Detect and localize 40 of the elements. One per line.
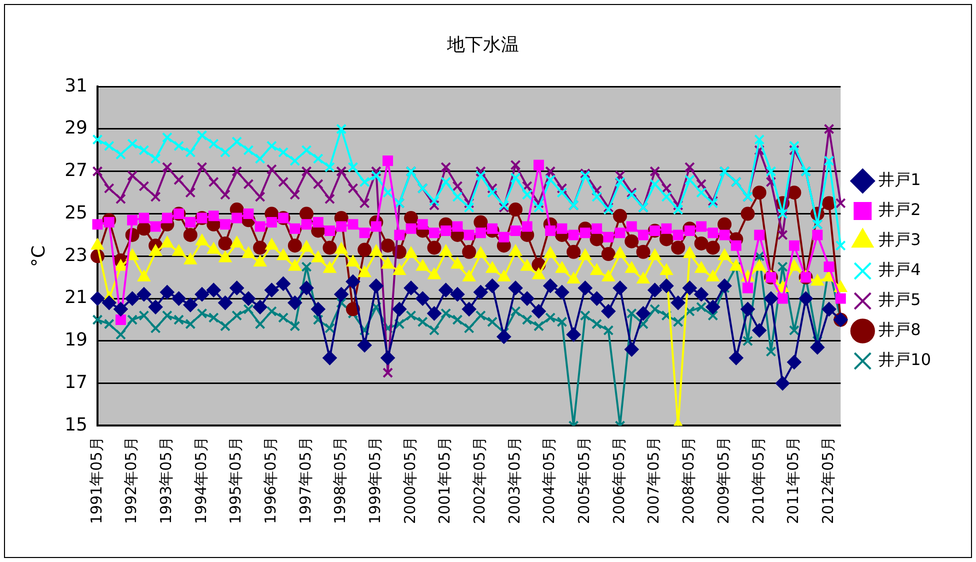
- x-tick-label: 1991年05月: [87, 436, 106, 524]
- x-tick-label: 2001年05月: [436, 436, 454, 524]
- chart-title: 地下水温: [446, 34, 519, 56]
- x-tick-label: 2005年05月: [575, 436, 594, 524]
- x-tick-label: 1996年05月: [262, 436, 280, 524]
- x-tick-label: 2009年05月: [714, 436, 732, 524]
- x-tick-label: 2003年05月: [505, 436, 524, 524]
- y-tick-label: 29: [64, 118, 88, 139]
- legend-label: 井戸8: [878, 320, 921, 340]
- x-tick-label: 2008年05月: [680, 436, 698, 524]
- legend-label: 井戸2: [878, 200, 921, 220]
- y-axis-title: °C: [28, 245, 50, 267]
- legend-label: 井戸10: [878, 350, 931, 370]
- y-tick-label: 25: [64, 202, 88, 224]
- legend-label: 井戸5: [878, 290, 921, 310]
- legend-label: 井戸1: [878, 170, 921, 190]
- x-tick-label: 2012年05月: [818, 436, 837, 524]
- y-tick-label: 31: [64, 75, 88, 96]
- x-tick-label: 1997年05月: [296, 436, 314, 524]
- y-tick-label: 15: [64, 414, 88, 436]
- x-tick-label: 2006年05月: [610, 436, 628, 524]
- x-tick-label: 1998年05月: [331, 436, 350, 524]
- y-tick-label: 21: [64, 287, 88, 308]
- y-tick-label: 27: [64, 160, 88, 182]
- x-tick-label: 2002年05月: [470, 436, 489, 524]
- x-tick-label: 2000年05月: [400, 436, 419, 524]
- x-tick-label: 2010年05月: [749, 436, 768, 524]
- x-tick-label: 1999年05月: [366, 436, 384, 524]
- legend-label: 井戸4: [878, 260, 921, 280]
- x-tick-label: 1994年05月: [192, 436, 210, 524]
- legend-label: 井戸3: [878, 230, 921, 250]
- x-tick-label: 1993年05月: [157, 436, 176, 524]
- y-tick-label: 17: [64, 372, 88, 394]
- x-tick-label: 2011年05月: [784, 436, 802, 524]
- x-tick-label: 1992年05月: [122, 436, 140, 524]
- x-tick-label: 2007年05月: [644, 436, 663, 524]
- x-tick-label: 1995年05月: [226, 436, 245, 524]
- y-tick-label: 23: [64, 244, 88, 266]
- x-tick-label: 2004年05月: [540, 436, 558, 524]
- y-tick-label: 19: [64, 330, 88, 351]
